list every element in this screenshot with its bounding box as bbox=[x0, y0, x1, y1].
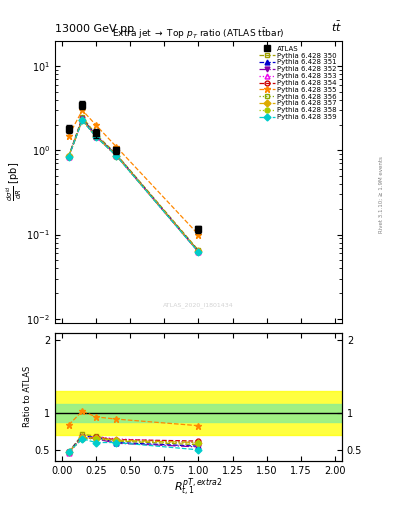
Pythia 6.428 354 bbox=[66, 154, 71, 160]
Y-axis label: $\frac{d\sigma^{id}}{dR}$ [pb]: $\frac{d\sigma^{id}}{dR}$ [pb] bbox=[4, 162, 24, 201]
Text: Rivet 3.1.10; ≥ 1.9M events: Rivet 3.1.10; ≥ 1.9M events bbox=[379, 156, 384, 233]
Bar bbox=[55, 391, 342, 435]
X-axis label: $R_{t,1}^{pT,extra2}$: $R_{t,1}^{pT,extra2}$ bbox=[174, 477, 223, 499]
Pythia 6.428 351 bbox=[196, 248, 201, 254]
Line: Pythia 6.428 350: Pythia 6.428 350 bbox=[66, 115, 201, 253]
Title: Extra jet $\rightarrow$ Top $p_T$ ratio (ATLAS t$\bar{\rm t}$bar): Extra jet $\rightarrow$ Top $p_T$ ratio … bbox=[112, 26, 285, 41]
Pythia 6.428 358 bbox=[80, 117, 85, 123]
Pythia 6.428 354 bbox=[114, 153, 119, 159]
Text: $t\bar{t}$: $t\bar{t}$ bbox=[331, 19, 342, 34]
Pythia 6.428 353 bbox=[66, 154, 71, 160]
Pythia 6.428 359 bbox=[94, 134, 98, 140]
Pythia 6.428 354 bbox=[94, 134, 98, 140]
Pythia 6.428 350 bbox=[94, 132, 98, 138]
Pythia 6.428 357 bbox=[66, 153, 71, 159]
Text: ATLAS_2020_I1801434: ATLAS_2020_I1801434 bbox=[163, 303, 234, 308]
Pythia 6.428 358 bbox=[94, 134, 98, 140]
Pythia 6.428 355 bbox=[94, 122, 98, 128]
Pythia 6.428 354 bbox=[196, 248, 201, 254]
Pythia 6.428 351 bbox=[66, 153, 71, 159]
Line: Pythia 6.428 357: Pythia 6.428 357 bbox=[66, 117, 201, 254]
Pythia 6.428 356 bbox=[114, 153, 119, 159]
Line: Pythia 6.428 359: Pythia 6.428 359 bbox=[66, 118, 201, 254]
Pythia 6.428 351 bbox=[94, 133, 98, 139]
Pythia 6.428 351 bbox=[114, 152, 119, 158]
Pythia 6.428 350 bbox=[196, 247, 201, 253]
Pythia 6.428 356 bbox=[66, 153, 71, 159]
Text: 13000 GeV pp: 13000 GeV pp bbox=[55, 24, 134, 34]
Legend: ATLAS, Pythia 6.428 350, Pythia 6.428 351, Pythia 6.428 352, Pythia 6.428 353, P: ATLAS, Pythia 6.428 350, Pythia 6.428 35… bbox=[258, 45, 338, 121]
Line: Pythia 6.428 351: Pythia 6.428 351 bbox=[66, 116, 201, 254]
Pythia 6.428 356 bbox=[94, 134, 98, 140]
Pythia 6.428 353 bbox=[196, 249, 201, 255]
Bar bbox=[55, 404, 342, 422]
Pythia 6.428 355 bbox=[114, 144, 119, 150]
Pythia 6.428 357 bbox=[94, 133, 98, 139]
Pythia 6.428 355 bbox=[80, 107, 85, 113]
Line: Pythia 6.428 354: Pythia 6.428 354 bbox=[66, 118, 201, 254]
Pythia 6.428 355 bbox=[66, 133, 71, 139]
Line: Pythia 6.428 355: Pythia 6.428 355 bbox=[65, 107, 202, 238]
Pythia 6.428 353 bbox=[80, 117, 85, 123]
Line: Pythia 6.428 352: Pythia 6.428 352 bbox=[66, 117, 201, 254]
Line: Pythia 6.428 356: Pythia 6.428 356 bbox=[66, 118, 201, 254]
Pythia 6.428 358 bbox=[66, 154, 71, 160]
Y-axis label: Ratio to ATLAS: Ratio to ATLAS bbox=[23, 366, 32, 428]
Pythia 6.428 358 bbox=[196, 249, 201, 255]
Pythia 6.428 359 bbox=[196, 249, 201, 255]
Pythia 6.428 352 bbox=[114, 153, 119, 159]
Pythia 6.428 352 bbox=[196, 249, 201, 255]
Pythia 6.428 352 bbox=[66, 154, 71, 160]
Pythia 6.428 356 bbox=[196, 248, 201, 254]
Pythia 6.428 357 bbox=[80, 117, 85, 123]
Pythia 6.428 354 bbox=[80, 117, 85, 123]
Pythia 6.428 350 bbox=[80, 114, 85, 120]
Line: Pythia 6.428 358: Pythia 6.428 358 bbox=[66, 118, 201, 254]
Pythia 6.428 352 bbox=[80, 116, 85, 122]
Pythia 6.428 355 bbox=[196, 231, 201, 238]
Pythia 6.428 353 bbox=[114, 153, 119, 159]
Pythia 6.428 357 bbox=[114, 153, 119, 159]
Pythia 6.428 359 bbox=[80, 117, 85, 123]
Pythia 6.428 358 bbox=[114, 153, 119, 159]
Pythia 6.428 359 bbox=[114, 153, 119, 159]
Pythia 6.428 357 bbox=[196, 248, 201, 254]
Pythia 6.428 350 bbox=[66, 153, 71, 159]
Pythia 6.428 351 bbox=[80, 115, 85, 121]
Pythia 6.428 353 bbox=[94, 134, 98, 140]
Pythia 6.428 356 bbox=[80, 117, 85, 123]
Pythia 6.428 350 bbox=[114, 151, 119, 157]
Pythia 6.428 359 bbox=[66, 154, 71, 160]
Line: Pythia 6.428 353: Pythia 6.428 353 bbox=[66, 118, 201, 254]
Pythia 6.428 352 bbox=[94, 133, 98, 139]
